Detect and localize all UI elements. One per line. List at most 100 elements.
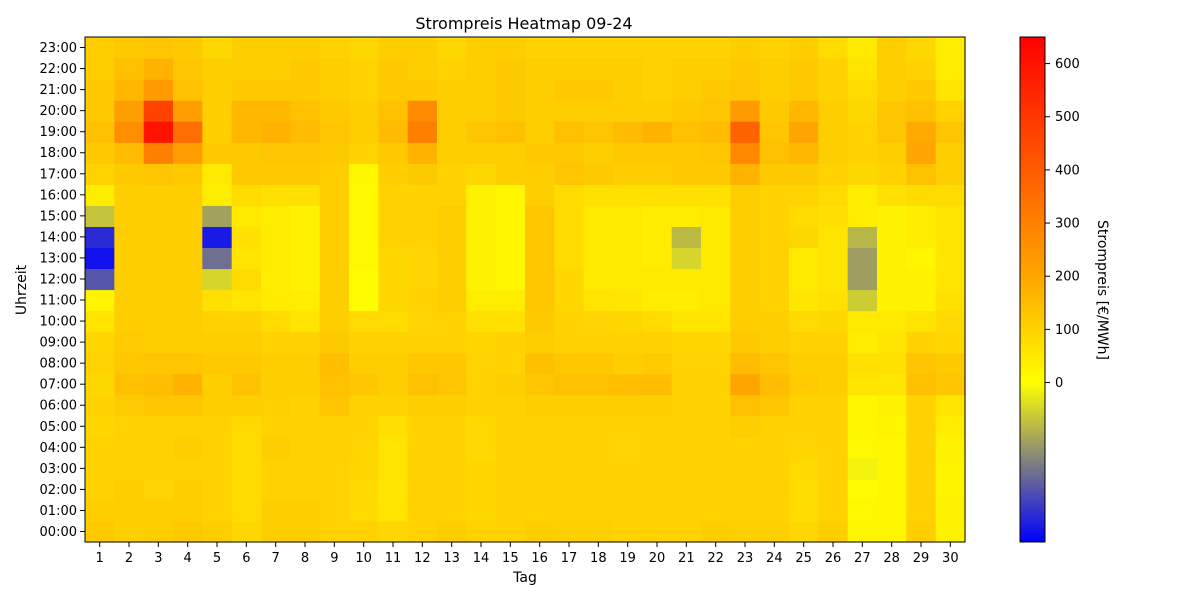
heatmap-cell (671, 121, 702, 143)
heatmap-cell (583, 415, 614, 438)
heatmap-cell (935, 184, 966, 206)
heatmap-cell (114, 499, 145, 522)
heatmap-cell (759, 58, 790, 80)
heatmap-cell (613, 205, 643, 227)
y-tick-label: 07:00 (40, 378, 77, 393)
heatmap-cell (231, 79, 262, 101)
heatmap-cell (290, 331, 321, 354)
heatmap-cell (789, 331, 819, 354)
heatmap-cell (349, 121, 379, 143)
heatmap-cell (378, 457, 409, 480)
x-tick-label: 2 (125, 551, 133, 566)
heatmap-cell (466, 394, 497, 417)
heatmap-cell (642, 205, 673, 227)
heatmap-cell (935, 268, 966, 291)
heatmap-cell (525, 331, 555, 354)
heatmap-cell (906, 226, 937, 249)
x-tick-label: 5 (213, 551, 221, 566)
heatmap-cell (349, 457, 379, 480)
heatmap-cell (847, 79, 878, 101)
heatmap-cell (759, 163, 790, 185)
heatmap-cell (877, 163, 907, 185)
heatmap-cell (671, 310, 702, 333)
heatmap-cell (437, 121, 467, 143)
heatmap-cell (789, 142, 819, 164)
heatmap-cell (583, 394, 614, 417)
heatmap-cell (114, 310, 145, 333)
heatmap-cell (202, 331, 233, 354)
heatmap-cell (173, 121, 203, 143)
y-tick-label: 15:00 (40, 209, 77, 224)
heatmap-cell (437, 247, 467, 270)
heatmap-cell (935, 394, 966, 417)
heatmap-cell (495, 457, 526, 480)
heatmap-cell (261, 205, 291, 227)
heatmap-cell (701, 373, 731, 396)
heatmap-cell (349, 268, 379, 291)
heatmap-cell (789, 289, 819, 312)
heatmap-cell (85, 226, 115, 249)
heatmap-cell (290, 394, 321, 417)
heatmap-cell (877, 79, 907, 101)
heatmap-cell (143, 205, 174, 227)
heatmap-cell (847, 268, 878, 291)
heatmap-cell (789, 100, 819, 122)
heatmap-cell (466, 163, 497, 185)
heatmap-cell (671, 247, 702, 270)
colorbar-tick-label: 200 (1055, 270, 1080, 285)
heatmap-cell (642, 352, 673, 375)
heatmap-cell (466, 100, 497, 122)
heatmap-cell (143, 478, 174, 501)
heatmap-cell (319, 268, 350, 291)
heatmap-cell (701, 37, 731, 59)
heatmap-cell (378, 226, 409, 249)
heatmap-cell (407, 394, 438, 417)
heatmap-cell (906, 100, 937, 122)
heatmap-cell (642, 163, 673, 185)
heatmap-cell (906, 352, 937, 375)
heatmap-cell (85, 310, 115, 333)
heatmap-cell (319, 520, 350, 543)
heatmap-cell (671, 163, 702, 185)
heatmap-cell (525, 142, 555, 164)
heatmap-cell (85, 520, 115, 543)
heatmap-cell (730, 58, 761, 80)
heatmap-cell (906, 436, 937, 459)
heatmap-cell (759, 37, 790, 59)
heatmap-cell (290, 310, 321, 333)
heatmap-cell (319, 205, 350, 227)
heatmap-cell (85, 331, 115, 354)
heatmap-cell (378, 499, 409, 522)
heatmap-cell (349, 352, 379, 375)
heatmap-cell (818, 415, 849, 438)
heatmap-cell (642, 394, 673, 417)
heatmap-cell (847, 352, 878, 375)
heatmap-cell (437, 352, 467, 375)
heatmap-cell (877, 100, 907, 122)
heatmap-cell (349, 247, 379, 270)
heatmap-cell (261, 436, 291, 459)
heatmap-cell (671, 184, 702, 206)
heatmap-cell (173, 268, 203, 291)
colorbar-tick-label: 300 (1055, 217, 1080, 232)
heatmap-cell (466, 289, 497, 312)
heatmap-cell (290, 289, 321, 312)
heatmap-cell (349, 394, 379, 417)
heatmap-cell (730, 142, 761, 164)
heatmap-cell (583, 184, 614, 206)
x-tick-label: 28 (883, 551, 900, 566)
heatmap-cell (378, 520, 409, 543)
heatmap-cell (554, 478, 585, 501)
heatmap-cell (202, 478, 233, 501)
heatmap-cell (583, 289, 614, 312)
heatmap-cell (818, 310, 849, 333)
heatmap-cell (701, 289, 731, 312)
heatmap-cell (818, 58, 849, 80)
heatmap-cell (818, 37, 849, 59)
heatmap-cell (554, 100, 585, 122)
heatmap-cell (85, 436, 115, 459)
heatmap-cell (759, 373, 790, 396)
heatmap-cell (437, 184, 467, 206)
heatmap-cell (319, 79, 350, 101)
